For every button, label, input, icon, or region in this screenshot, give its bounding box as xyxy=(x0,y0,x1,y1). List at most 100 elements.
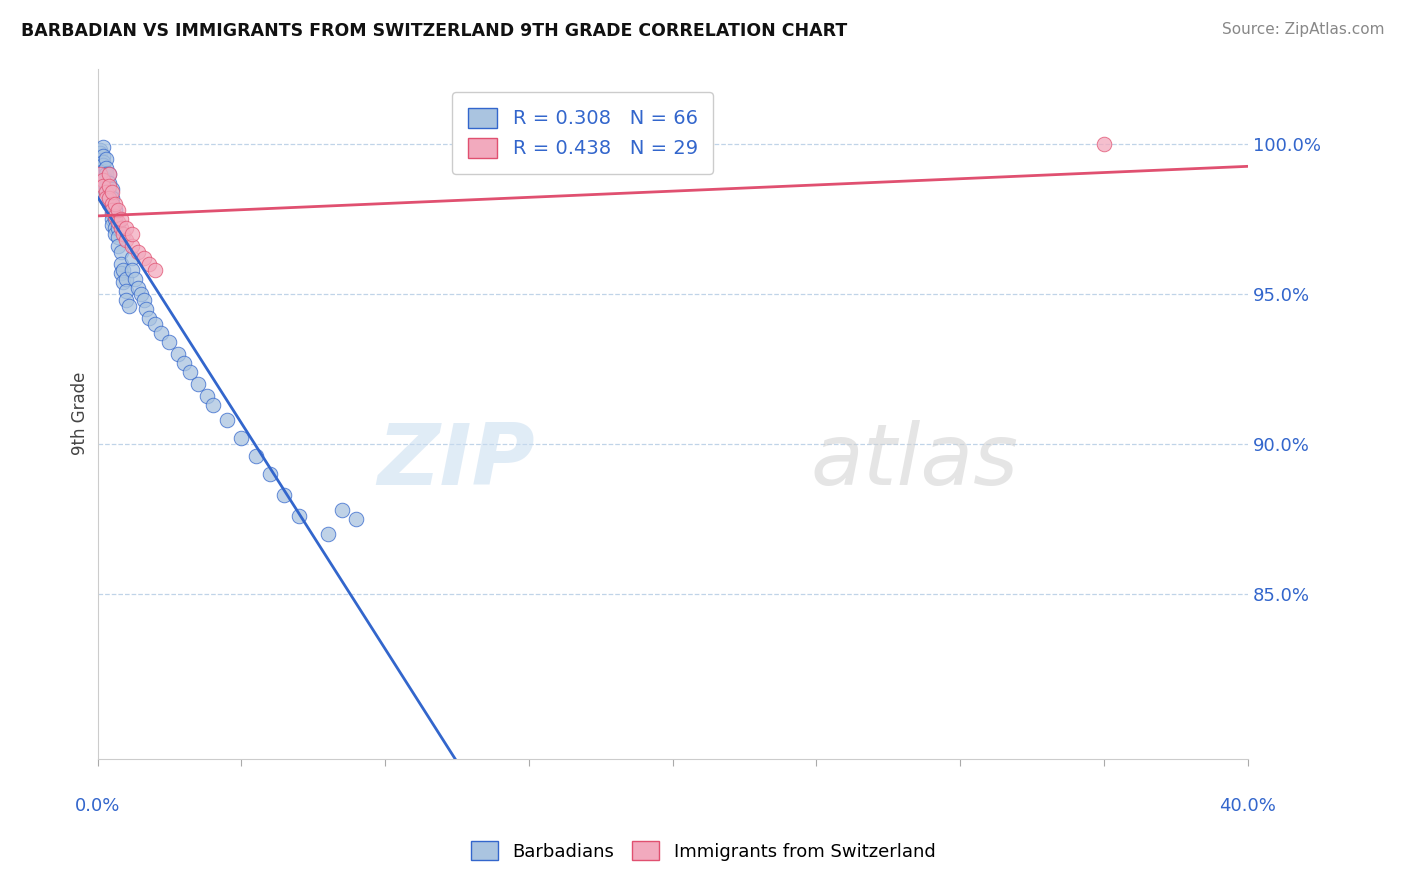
Point xyxy=(135,301,157,316)
Point xyxy=(91,139,114,153)
Point xyxy=(179,365,201,379)
Point xyxy=(316,526,339,541)
Point xyxy=(98,196,121,211)
Point xyxy=(104,211,127,226)
Point xyxy=(104,196,127,211)
Point xyxy=(101,211,124,226)
Point xyxy=(127,280,149,294)
Point xyxy=(115,293,138,307)
Text: 40.0%: 40.0% xyxy=(1219,797,1277,814)
Point xyxy=(112,275,135,289)
Point xyxy=(138,310,160,325)
Point xyxy=(132,251,155,265)
Point xyxy=(101,185,124,199)
Point xyxy=(121,238,143,252)
Point xyxy=(195,389,218,403)
Point xyxy=(187,376,209,391)
Point xyxy=(231,431,253,445)
Point xyxy=(96,172,118,186)
Point xyxy=(101,181,124,195)
Point xyxy=(273,488,295,502)
Point xyxy=(110,220,132,235)
Point xyxy=(96,190,118,204)
Point xyxy=(107,202,129,217)
Point xyxy=(91,178,114,193)
Point xyxy=(89,143,111,157)
Point xyxy=(101,205,124,219)
Point xyxy=(121,262,143,277)
Point xyxy=(143,262,166,277)
Point xyxy=(115,271,138,285)
Point xyxy=(159,334,181,349)
Point xyxy=(110,266,132,280)
Point xyxy=(149,326,172,340)
Point xyxy=(121,251,143,265)
Point xyxy=(98,167,121,181)
Point xyxy=(110,211,132,226)
Point xyxy=(143,317,166,331)
Point xyxy=(107,238,129,252)
Point xyxy=(112,227,135,241)
Point xyxy=(98,190,121,204)
Point xyxy=(98,176,121,190)
Point xyxy=(138,257,160,271)
Text: atlas: atlas xyxy=(811,420,1019,503)
Point xyxy=(259,467,281,481)
Point xyxy=(96,185,118,199)
Text: BARBADIAN VS IMMIGRANTS FROM SWITZERLAND 9TH GRADE CORRELATION CHART: BARBADIAN VS IMMIGRANTS FROM SWITZERLAND… xyxy=(21,22,848,40)
Point xyxy=(98,178,121,193)
Point xyxy=(98,190,121,204)
Point xyxy=(167,346,190,360)
Point xyxy=(101,190,124,204)
Legend: R = 0.308   N = 66, R = 0.438   N = 29: R = 0.308 N = 66, R = 0.438 N = 29 xyxy=(453,92,713,174)
Point xyxy=(104,202,127,217)
Point xyxy=(91,163,114,178)
Point xyxy=(96,167,118,181)
Point xyxy=(101,218,124,232)
Point xyxy=(110,244,132,259)
Point xyxy=(98,185,121,199)
Point xyxy=(101,196,124,211)
Point xyxy=(173,356,195,370)
Point xyxy=(96,161,118,175)
Point xyxy=(89,167,111,181)
Point xyxy=(91,148,114,162)
Point xyxy=(96,152,118,166)
Point xyxy=(124,271,146,285)
Point xyxy=(115,233,138,247)
Point xyxy=(101,202,124,217)
Point xyxy=(104,209,127,223)
Point xyxy=(288,508,311,523)
Point xyxy=(115,284,138,298)
Point xyxy=(89,145,111,160)
Point xyxy=(104,227,127,241)
Point xyxy=(91,154,114,169)
Point xyxy=(344,511,367,525)
Point xyxy=(115,220,138,235)
Point xyxy=(107,214,129,228)
Point xyxy=(129,286,152,301)
Point xyxy=(215,412,238,426)
Y-axis label: 9th Grade: 9th Grade xyxy=(72,372,89,455)
Text: ZIP: ZIP xyxy=(377,420,534,503)
Point xyxy=(132,293,155,307)
Point xyxy=(91,157,114,171)
Point xyxy=(98,167,121,181)
Text: Source: ZipAtlas.com: Source: ZipAtlas.com xyxy=(1222,22,1385,37)
Point xyxy=(245,449,267,463)
Point xyxy=(127,244,149,259)
Point xyxy=(118,299,141,313)
Point xyxy=(201,398,224,412)
Point xyxy=(101,196,124,211)
Point xyxy=(1092,136,1115,151)
Point xyxy=(91,172,114,186)
Legend: Barbadians, Immigrants from Switzerland: Barbadians, Immigrants from Switzerland xyxy=(461,832,945,870)
Point xyxy=(107,220,129,235)
Point xyxy=(107,229,129,244)
Point xyxy=(96,178,118,193)
Point xyxy=(104,220,127,235)
Point xyxy=(112,262,135,277)
Point xyxy=(110,257,132,271)
Point xyxy=(121,227,143,241)
Point xyxy=(330,502,353,516)
